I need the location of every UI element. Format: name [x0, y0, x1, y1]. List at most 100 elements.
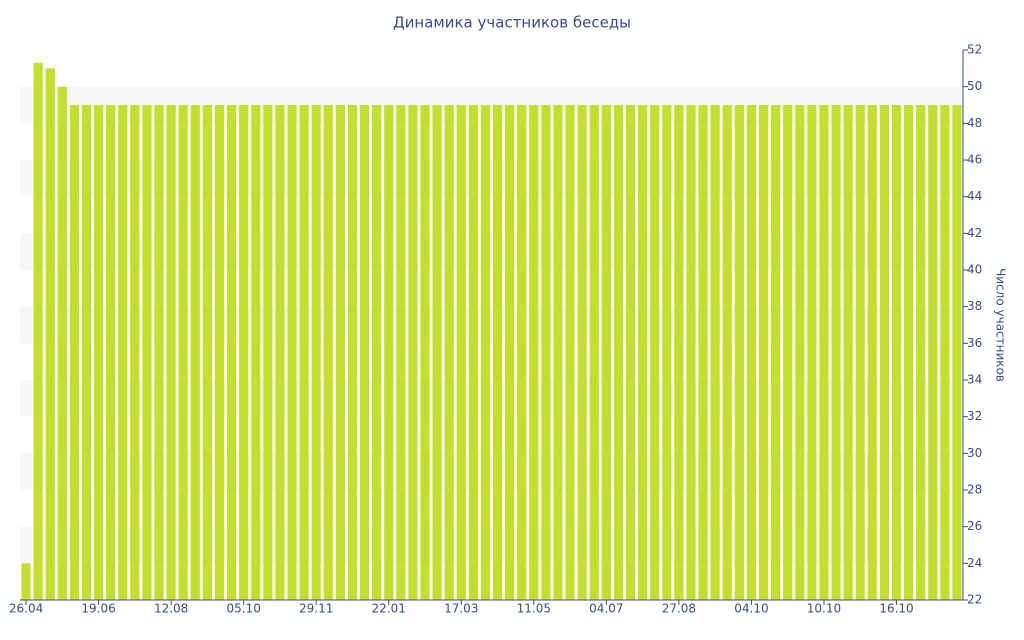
bar [891, 105, 902, 600]
y-tick-label: 34 [967, 373, 982, 387]
bar [33, 62, 43, 601]
y-tick-label: 30 [967, 446, 982, 460]
bar [831, 105, 841, 600]
bar [758, 105, 769, 600]
y-tick-label: 22 [967, 593, 982, 607]
y-tick-label: 38 [967, 299, 982, 313]
x-tick-label: 04.10 [734, 602, 768, 616]
bar [335, 105, 345, 600]
bar [239, 105, 249, 600]
bar [505, 105, 515, 600]
y-tick-label: 46 [967, 153, 982, 167]
bar [638, 105, 648, 600]
bar [69, 105, 79, 600]
bar [589, 105, 599, 600]
x-tick-label: 29.11 [299, 602, 333, 616]
bar [565, 105, 575, 600]
x-tick-label: 16.10 [879, 602, 913, 616]
bar [263, 105, 273, 600]
bar [686, 105, 696, 600]
grid-band [20, 453, 963, 490]
bar [601, 105, 611, 600]
bar [384, 105, 394, 600]
x-tick-label: 10.10 [807, 602, 841, 616]
grid-band [20, 306, 963, 344]
bar [480, 105, 491, 600]
y-tick-label: 28 [967, 483, 982, 497]
x-tick-label: 05.10 [226, 602, 260, 616]
x-tick-label: 04.07 [589, 602, 623, 616]
bar [577, 105, 587, 600]
bar [456, 105, 466, 600]
bar [251, 105, 261, 600]
grid-band [20, 233, 963, 270]
bar [734, 105, 744, 600]
y-tick-label: 40 [967, 263, 982, 277]
bar [698, 105, 708, 600]
bar [613, 105, 624, 600]
bar [625, 105, 636, 600]
bar [553, 105, 563, 600]
bar [81, 105, 92, 600]
bar [396, 105, 406, 600]
bar [541, 105, 551, 600]
grid-band [20, 160, 963, 197]
bar [142, 105, 152, 600]
x-tick-label: 26.04 [9, 602, 43, 616]
bar [916, 105, 926, 600]
y-tick-label: 24 [967, 556, 982, 570]
bar [879, 105, 890, 600]
y-tick-label: 52 [967, 43, 982, 57]
x-tick-label: 11.05 [517, 602, 551, 616]
bar [904, 105, 914, 600]
bar [275, 105, 285, 600]
bar [287, 105, 297, 600]
bar [843, 105, 853, 600]
x-tick-label: 17.03 [444, 602, 478, 616]
bar [940, 105, 950, 600]
bar [867, 105, 877, 600]
bar [650, 105, 660, 600]
grid-band [20, 86, 963, 124]
bar [166, 105, 176, 600]
x-tick-label: 19.06 [81, 602, 115, 616]
y-axis-label: Число участников [994, 268, 1008, 382]
bar [226, 105, 237, 600]
bar [771, 105, 781, 600]
bar [674, 105, 684, 600]
bar [807, 105, 817, 600]
bar [359, 105, 370, 600]
bar [154, 105, 164, 600]
chart-title: Динамика участников беседы [393, 14, 631, 32]
bar [444, 105, 454, 600]
bar [746, 105, 757, 600]
bar [783, 105, 793, 600]
bar [408, 105, 418, 600]
bar [118, 105, 128, 600]
bar [106, 105, 116, 600]
bar [45, 68, 55, 601]
bar [57, 86, 67, 600]
bar [722, 105, 732, 600]
bar [323, 105, 333, 600]
y-tick-label: 32 [967, 409, 982, 423]
y-tick-label: 44 [967, 189, 982, 203]
bar [855, 105, 865, 600]
bar [819, 105, 829, 600]
x-tick-label: 12.08 [154, 602, 188, 616]
bar [372, 105, 382, 600]
bar [311, 105, 321, 600]
y-tick-label: 36 [967, 336, 982, 350]
bar [468, 105, 478, 600]
bar [662, 105, 672, 600]
x-tick-label: 22.01 [372, 602, 406, 616]
bar [710, 105, 720, 600]
bar [214, 105, 225, 600]
x-tick-label: 27.08 [662, 602, 696, 616]
y-tick-label: 48 [967, 116, 982, 130]
bar [178, 105, 188, 600]
bar [952, 105, 962, 600]
bar [299, 105, 309, 600]
y-tick-label: 50 [967, 79, 982, 93]
